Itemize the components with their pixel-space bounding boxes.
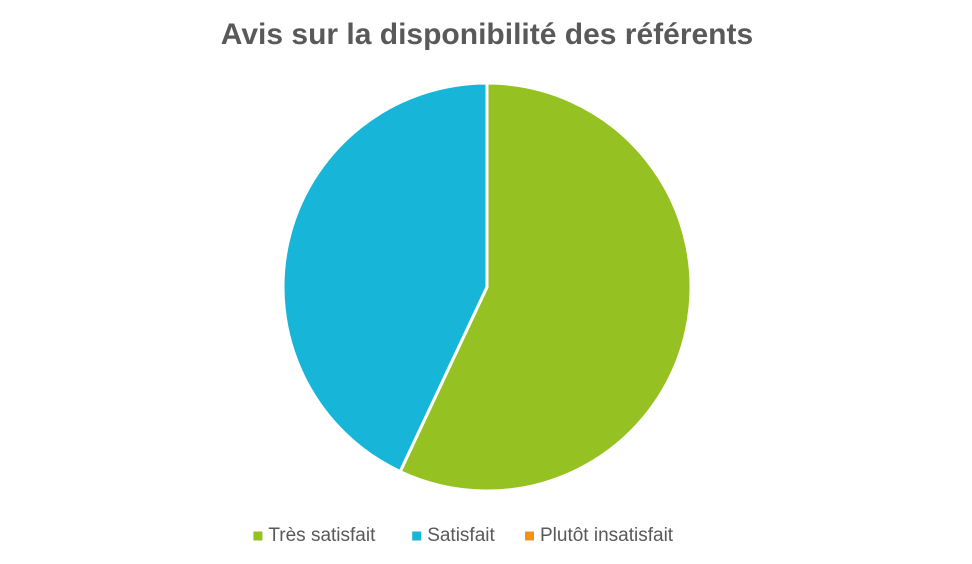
legend-marker: [525, 531, 534, 541]
pie-slice: [281, 81, 489, 474]
legend-marker: [412, 531, 422, 541]
chart-title: Avis sur la disponibilité des référents: [221, 18, 753, 51]
legend-label: Plutôt insatisfait: [540, 525, 674, 546]
legend-marker: [253, 531, 263, 541]
pie-slice: [398, 81, 693, 493]
legend-label: Satisfait: [427, 525, 495, 546]
legend-label: Très satisfait: [268, 525, 376, 546]
